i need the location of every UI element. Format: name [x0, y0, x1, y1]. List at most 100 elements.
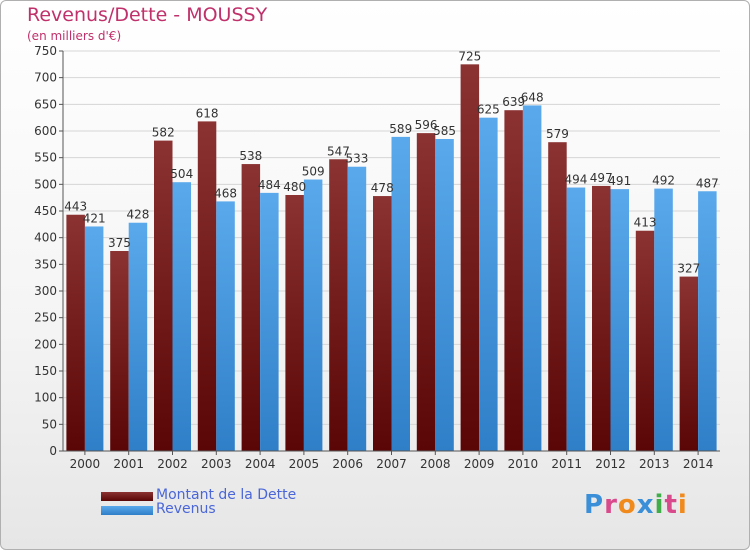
bar-revenus-2014 — [698, 191, 717, 451]
y-tick-label: 350 — [34, 257, 57, 271]
bar-revenus-2000 — [84, 226, 104, 451]
data-label-dette: 547 — [327, 144, 350, 158]
bar-dette-2000 — [66, 214, 85, 451]
bar-revenus-2008 — [435, 139, 454, 451]
data-label-dette: 582 — [152, 126, 175, 140]
chart-title: Revenus/Dette - MOUSSY — [27, 4, 268, 26]
y-tick-label: 700 — [34, 71, 57, 85]
y-tick-label: 100 — [34, 391, 57, 405]
bar-dette-2011 — [548, 142, 567, 451]
bar-dette-2010 — [504, 110, 523, 451]
bar-revenus-2002 — [172, 182, 191, 451]
data-label-dette: 538 — [239, 149, 262, 163]
y-tick-label: 750 — [34, 44, 57, 58]
y-tick-label: 300 — [34, 284, 57, 298]
data-label-revenus: 585 — [433, 124, 456, 138]
data-label-dette: 618 — [196, 106, 219, 120]
x-tick-label: 2008 — [420, 457, 451, 471]
data-label-revenus: 487 — [696, 176, 719, 190]
bar-revenus-2010 — [522, 105, 542, 452]
data-label-revenus: 468 — [214, 186, 237, 200]
bar-dette-2012 — [592, 185, 611, 451]
y-tick-label: 0 — [49, 444, 57, 458]
axes: 0 50 100 150 200 250 300 350 400 450 500 550 600 650 7… — [34, 44, 720, 471]
data-label-dette: 327 — [677, 262, 700, 276]
bar-dette-2002 — [154, 140, 173, 451]
bar-revenus-2007 — [391, 136, 410, 451]
bar-revenus-2011 — [566, 187, 586, 452]
x-tick-label: 2009 — [464, 457, 495, 471]
chart-subtitle: (en milliers d'€) — [27, 29, 122, 43]
y-tick-label: 200 — [34, 337, 57, 351]
data-label-dette: 639 — [502, 95, 525, 109]
data-label-revenus: 421 — [83, 211, 106, 225]
y-tick-label: 250 — [34, 311, 57, 325]
data-label-dette: 579 — [546, 127, 569, 141]
x-tick-label: 2004 — [245, 457, 276, 471]
bar-dette-2004 — [241, 164, 261, 452]
data-label-dette: 413 — [634, 216, 657, 230]
data-label-revenus: 589 — [389, 122, 412, 136]
bar-revenus-2009 — [479, 117, 498, 452]
y-tick-label: 400 — [34, 231, 57, 245]
bar-dette-2014 — [679, 276, 699, 451]
bar-dette-2001 — [110, 251, 129, 451]
x-tick-label: 2014 — [683, 457, 714, 471]
bar-revenus-2001 — [128, 222, 148, 451]
data-label-dette: 478 — [371, 181, 394, 195]
bar-revenus-2012 — [610, 189, 629, 451]
data-label-dette: 443 — [64, 200, 87, 214]
y-tick-label: 550 — [34, 151, 57, 165]
data-label-revenus: 492 — [652, 174, 675, 188]
x-tick-label: 2013 — [639, 457, 670, 471]
proxiti-logo: Proxiti — [584, 490, 688, 520]
data-label-dette: 725 — [458, 49, 481, 63]
bars — [66, 64, 717, 452]
data-label-dette: 480 — [283, 180, 306, 194]
data-label-dette: 497 — [590, 171, 613, 185]
x-tick-label: 2001 — [113, 457, 144, 471]
x-tick-label: 2010 — [508, 457, 539, 471]
x-tick-label: 2005 — [289, 457, 320, 471]
data-label-revenus: 648 — [521, 90, 544, 104]
x-tick-label: 2011 — [551, 457, 582, 471]
legend-label-dette: Montant de la Dette — [156, 487, 297, 503]
y-tick-label: 500 — [34, 177, 57, 191]
y-tick-label: 600 — [34, 124, 57, 138]
data-label-revenus: 509 — [302, 165, 325, 179]
bar-revenus-2006 — [347, 166, 367, 451]
y-tick-label: 50 — [42, 417, 57, 431]
bar-dette-2013 — [635, 230, 655, 451]
data-label-revenus: 484 — [258, 178, 281, 192]
bar-dette-2008 — [416, 133, 436, 451]
legend-label-revenus: Revenus — [156, 501, 216, 517]
bar-revenus-2004 — [260, 192, 279, 451]
x-tick-label: 2012 — [595, 457, 626, 471]
legend-swatch-revenus — [101, 506, 153, 515]
data-label-revenus: 428 — [126, 208, 149, 222]
y-tick-label: 650 — [34, 97, 57, 111]
data-label-revenus: 494 — [564, 173, 587, 187]
bar-dette-2009 — [460, 64, 480, 452]
x-tick-label: 2000 — [70, 457, 101, 471]
bar-revenus-2005 — [303, 179, 323, 452]
bar-dette-2005 — [285, 195, 304, 451]
legend-swatch-dette — [101, 492, 153, 501]
data-label-revenus: 504 — [170, 167, 193, 181]
x-tick-label: 2002 — [157, 457, 188, 471]
data-label-revenus: 533 — [345, 152, 368, 166]
bar-revenus-2003 — [216, 201, 235, 451]
x-tick-label: 2007 — [376, 457, 407, 471]
data-label-revenus: 625 — [477, 103, 500, 117]
x-tick-label: 2003 — [201, 457, 232, 471]
y-tick-label: 150 — [34, 364, 57, 378]
y-tick-label: 450 — [34, 204, 57, 218]
data-label-dette: 596 — [415, 118, 438, 132]
bar-revenus-2013 — [654, 188, 673, 451]
data-label-dette: 375 — [108, 236, 131, 250]
bar-dette-2006 — [329, 159, 348, 451]
bar-dette-2003 — [197, 121, 217, 452]
